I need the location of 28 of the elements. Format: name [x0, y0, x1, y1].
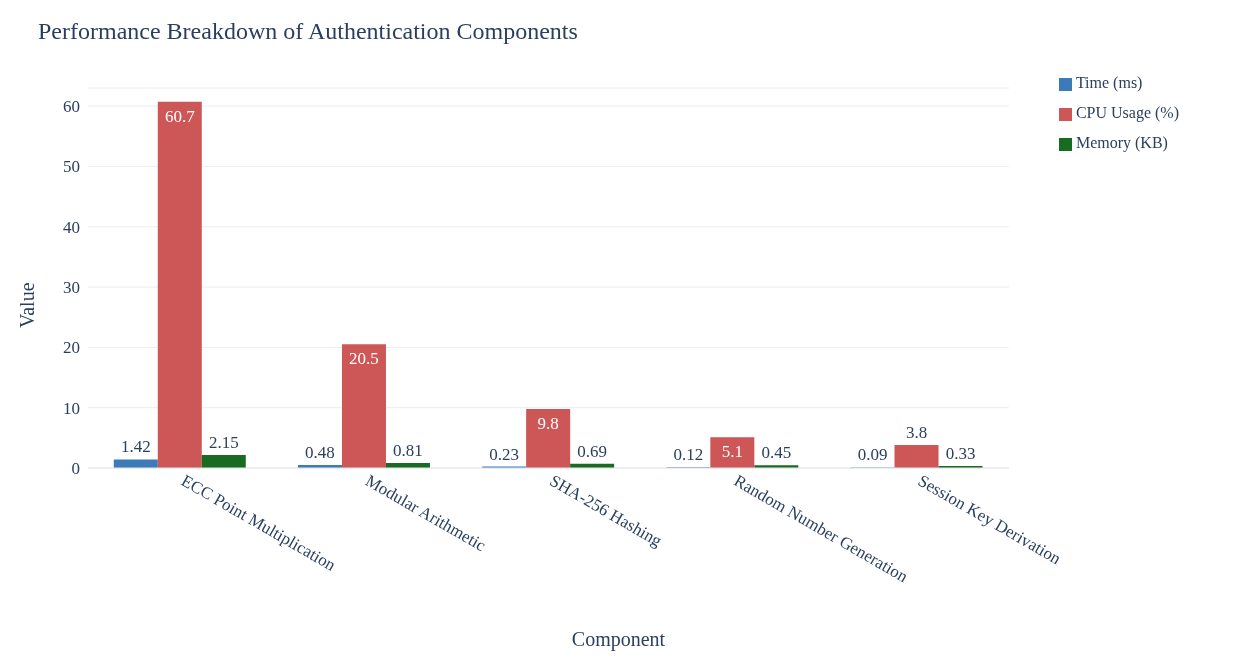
y-tick-label: 20 — [63, 338, 80, 358]
legend-label: Time (ms) — [1075, 74, 1143, 91]
data-label: 0.33 — [945, 444, 976, 464]
data-label: 0.09 — [857, 445, 888, 465]
data-label: 0.69 — [577, 441, 608, 461]
chart-title: Performance Breakdown of Authentication Components — [38, 18, 578, 45]
data-label: 0.12 — [673, 445, 704, 465]
data-label: 60.7 — [164, 106, 196, 126]
data-label: 3.8 — [905, 423, 928, 443]
data-label: 0.48 — [305, 443, 335, 463]
legend-label: CPU Usage (%) — [1075, 104, 1179, 121]
legend-label: Memory (KB) — [1075, 134, 1168, 151]
y-tick-label: 50 — [63, 157, 80, 177]
data-label: 9.8 — [537, 413, 559, 433]
y-tick-label: 60 — [63, 97, 80, 117]
data-label: 0.23 — [489, 444, 520, 464]
x-axis-title: Component — [570, 628, 667, 651]
data-label: 0.45 — [761, 443, 792, 463]
data-label: 5.1 — [721, 442, 743, 462]
data-label: 1.42 — [120, 437, 151, 457]
y-tick-label: 30 — [63, 278, 80, 298]
data-label: 0.81 — [393, 441, 423, 461]
y-tick-label: 0 — [71, 459, 80, 479]
data-label: 2.15 — [208, 433, 239, 453]
y-tick-label: 40 — [63, 217, 80, 237]
data-label: 20.5 — [349, 349, 379, 369]
y-axis-title: Value — [16, 282, 38, 328]
y-tick-label: 10 — [63, 398, 80, 418]
